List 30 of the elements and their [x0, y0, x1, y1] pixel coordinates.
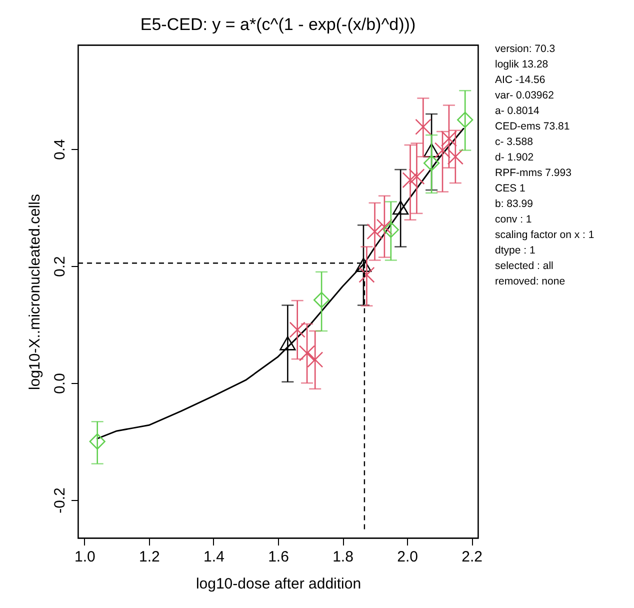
text: a- 0.8014 — [495, 105, 540, 117]
x-tick-label: 2.0 — [397, 548, 418, 566]
text: CES 1 — [495, 182, 526, 194]
y-tick-label: -0.2 — [52, 488, 68, 514]
text: version: 70.3 — [495, 43, 556, 55]
x-axis-title: log10-dose after addition — [196, 576, 362, 592]
text: dtype : 1 — [495, 244, 536, 256]
text: AIC -14.56 — [495, 74, 546, 86]
text: c- 3.588 — [495, 136, 534, 148]
x-tick-label: 1.8 — [332, 548, 354, 566]
text: b: 83.99 — [495, 198, 534, 210]
y-tick-label: 0.4 — [52, 139, 68, 160]
x-tick-label: 1.0 — [74, 548, 96, 566]
y-axis-title: log10-X..micronucleated.cells — [26, 194, 44, 390]
text: conv : 1 — [495, 214, 532, 226]
x-tick-label: 2.2 — [462, 548, 482, 566]
text: CED-ems 73.81 — [495, 120, 570, 132]
chart-title: E5-CED: y = a*(c^(1 - exp(-(x/b)^d))) — [140, 15, 416, 34]
text: selected : all — [495, 260, 554, 272]
x-tick-label: 1.4 — [204, 548, 224, 566]
text: RPF-mms 7.993 — [495, 167, 572, 179]
text: var- 0.03962 — [495, 90, 554, 102]
text: loglik 13.28 — [495, 58, 548, 70]
y-tick-label: 0.2 — [52, 256, 68, 277]
y-tick-label: 0.0 — [52, 373, 68, 394]
text: d- 1.902 — [495, 152, 534, 164]
x-tick-label: 1.2 — [139, 548, 160, 566]
x-tick-label: 1.6 — [268, 548, 289, 566]
text: removed: none — [495, 276, 566, 288]
text: scaling factor on x : 1 — [495, 229, 594, 241]
